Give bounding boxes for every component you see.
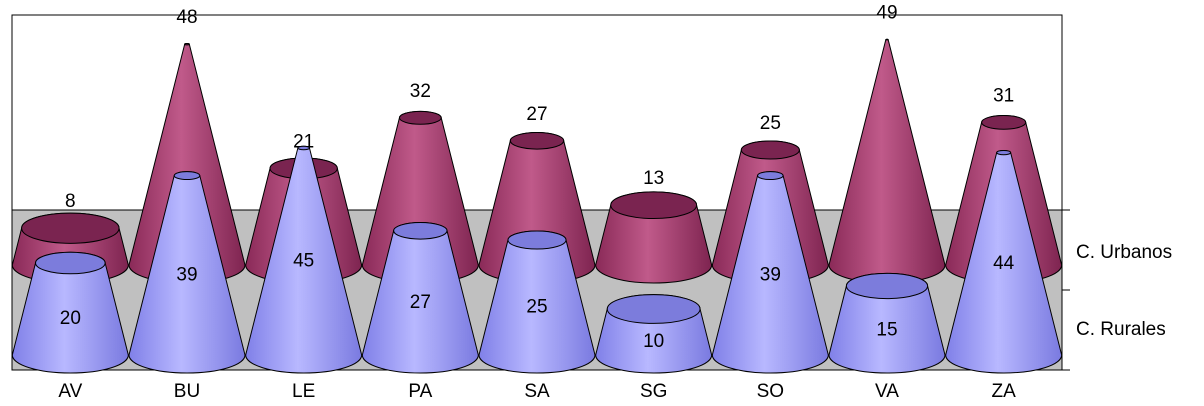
- value-label: 13: [643, 168, 664, 189]
- series-label: C. Rurales: [1076, 319, 1166, 340]
- value-label: 32: [410, 81, 431, 102]
- cone-top: [885, 38, 889, 41]
- x-tick-label: ZA: [992, 381, 1017, 402]
- cone-top: [509, 132, 565, 150]
- cone-top: [610, 191, 698, 220]
- cone: [828, 38, 946, 284]
- x-tick-label: SA: [524, 381, 550, 402]
- x-tick-label: SG: [640, 381, 667, 402]
- value-label: 20: [60, 308, 81, 329]
- cone-body: [828, 38, 946, 284]
- value-label: 27: [526, 104, 547, 125]
- cone-top: [981, 115, 1027, 130]
- x-tick-label: LE: [292, 381, 315, 402]
- value-label: 45: [293, 251, 314, 272]
- cone-top: [21, 212, 120, 244]
- cone-top: [393, 222, 448, 240]
- x-tick-label: SO: [757, 381, 784, 402]
- cone-top: [184, 42, 190, 46]
- cone-top: [757, 171, 784, 181]
- cone-top: [606, 294, 701, 324]
- cone-top: [996, 149, 1012, 156]
- value-label: 31: [993, 85, 1014, 106]
- value-label: 39: [760, 264, 781, 285]
- value-label: 27: [410, 292, 431, 313]
- cone-top: [740, 140, 800, 160]
- value-label: 39: [176, 264, 197, 285]
- cone-top: [398, 110, 442, 125]
- x-tick-label: VA: [875, 381, 899, 402]
- x-tick-label: PA: [408, 381, 432, 402]
- cone-top: [297, 145, 310, 151]
- series-label: C. Urbanos: [1076, 242, 1172, 263]
- value-label: 10: [643, 331, 664, 352]
- value-label: 8: [65, 191, 76, 212]
- x-tick-label: AV: [58, 381, 82, 402]
- value-label: 25: [760, 113, 781, 134]
- cone-top: [173, 171, 201, 181]
- value-label: 15: [876, 320, 897, 341]
- value-label: 25: [526, 297, 547, 318]
- cone-top: [507, 230, 567, 250]
- value-label: 48: [176, 7, 197, 28]
- x-tick-label: BU: [174, 381, 200, 402]
- value-label: 49: [876, 3, 897, 24]
- cone-top: [845, 272, 929, 300]
- cone-top: [35, 251, 106, 275]
- value-label: 44: [993, 253, 1015, 274]
